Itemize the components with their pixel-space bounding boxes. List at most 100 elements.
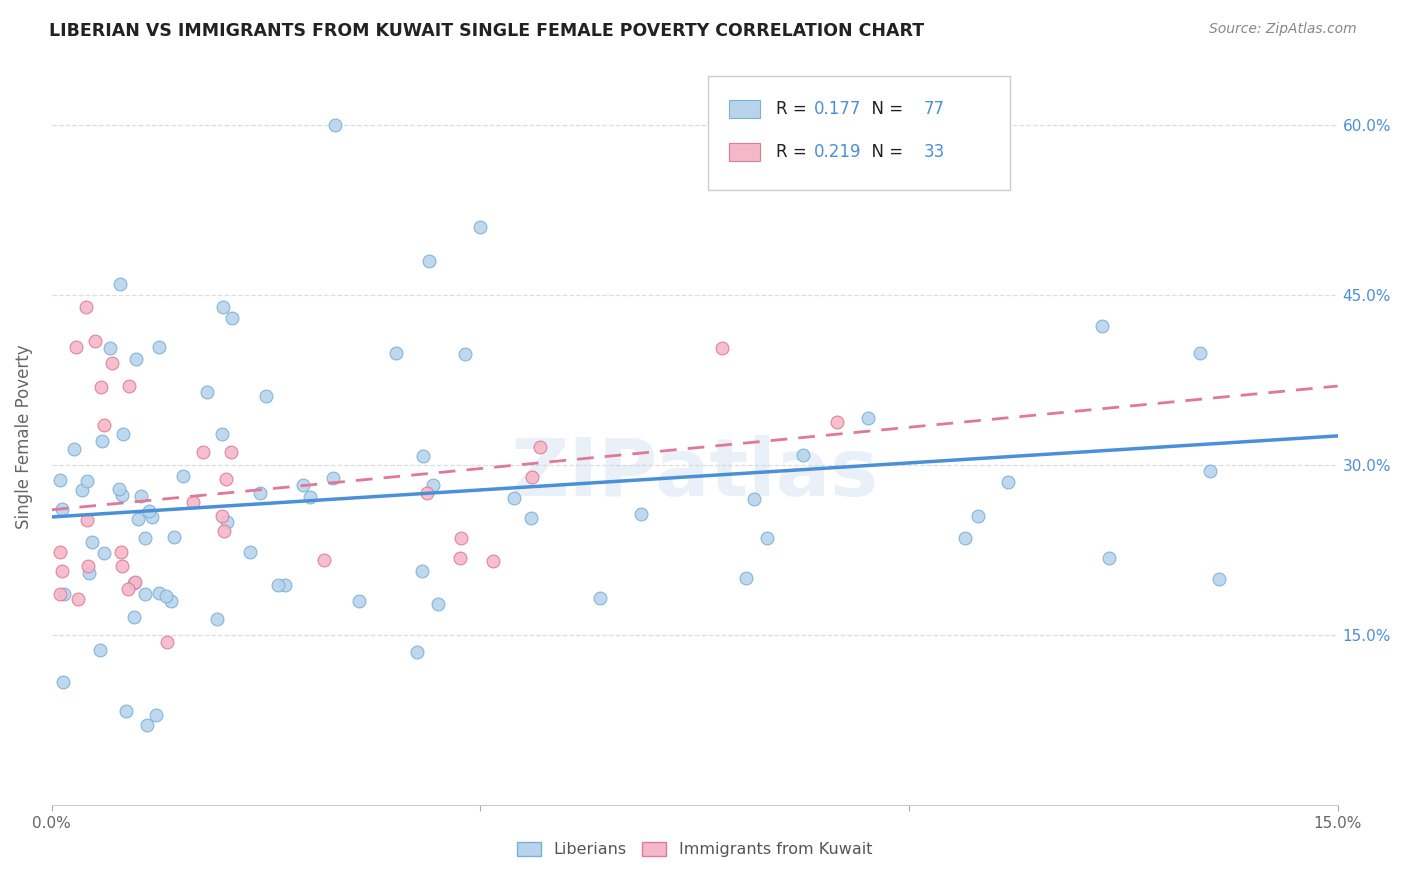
FancyBboxPatch shape	[730, 143, 761, 161]
Point	[422, 477, 444, 491]
Point	[249, 486, 271, 500]
Point	[323, 118, 346, 132]
Point	[148, 586, 170, 600]
Point	[427, 597, 450, 611]
Point	[254, 389, 277, 403]
Point	[211, 426, 233, 441]
Text: 77: 77	[924, 100, 945, 118]
Point	[93, 546, 115, 560]
Point	[118, 379, 141, 393]
Point	[630, 507, 652, 521]
Text: R =: R =	[776, 143, 811, 161]
Point	[110, 545, 132, 559]
Point	[62, 442, 84, 457]
Point	[520, 470, 543, 484]
Point	[1208, 572, 1230, 586]
Point	[138, 504, 160, 518]
Point	[205, 611, 228, 625]
Point	[529, 440, 551, 454]
Text: 0.219: 0.219	[814, 143, 862, 161]
Point	[160, 593, 183, 607]
Point	[191, 445, 214, 459]
Point	[127, 512, 149, 526]
Point	[418, 254, 440, 268]
Point	[710, 342, 733, 356]
Point	[52, 674, 75, 689]
Text: 0.177: 0.177	[814, 100, 862, 118]
Point	[1189, 345, 1212, 359]
Point	[72, 483, 94, 498]
Point	[997, 475, 1019, 489]
Point	[239, 545, 262, 559]
Point	[406, 645, 429, 659]
Point	[1091, 318, 1114, 333]
Point	[211, 508, 233, 523]
Point	[449, 551, 471, 566]
Point	[51, 502, 73, 516]
Point	[217, 516, 239, 530]
Point	[134, 587, 156, 601]
Point	[124, 609, 146, 624]
Point	[1199, 464, 1222, 478]
Point	[76, 513, 98, 527]
Point	[292, 478, 315, 492]
Point	[125, 352, 148, 367]
Point	[450, 531, 472, 545]
Point	[89, 642, 111, 657]
Point	[145, 708, 167, 723]
Point	[110, 277, 132, 291]
Point	[100, 356, 122, 370]
Point	[83, 334, 105, 348]
Point	[76, 475, 98, 489]
Text: R =: R =	[776, 100, 811, 118]
Point	[66, 592, 89, 607]
Point	[744, 491, 766, 506]
Point	[589, 591, 612, 606]
Point	[135, 718, 157, 732]
Point	[195, 385, 218, 400]
Point	[155, 635, 177, 649]
FancyBboxPatch shape	[730, 100, 761, 118]
Point	[98, 341, 121, 355]
Text: LIBERIAN VS IMMIGRANTS FROM KUWAIT SINGLE FEMALE POVERTY CORRELATION CHART: LIBERIAN VS IMMIGRANTS FROM KUWAIT SINGL…	[49, 22, 924, 40]
Point	[114, 704, 136, 718]
Point	[148, 340, 170, 354]
Point	[49, 473, 72, 487]
Point	[470, 220, 492, 235]
Point	[274, 578, 297, 592]
Point	[77, 566, 100, 581]
Point	[75, 300, 97, 314]
Point	[89, 380, 111, 394]
Point	[49, 587, 72, 601]
Point	[108, 483, 131, 497]
Point	[385, 345, 408, 359]
Point	[322, 470, 344, 484]
Point	[181, 495, 204, 509]
Point	[955, 532, 977, 546]
Point	[111, 488, 134, 502]
Point	[756, 531, 779, 545]
Point	[134, 531, 156, 545]
Text: Source: ZipAtlas.com: Source: ZipAtlas.com	[1209, 22, 1357, 37]
Point	[299, 490, 322, 504]
Point	[482, 554, 505, 568]
Point	[416, 485, 439, 500]
Text: ZIPatlas: ZIPatlas	[510, 434, 879, 513]
Text: N =: N =	[860, 100, 908, 118]
Point	[129, 489, 152, 503]
Point	[266, 578, 288, 592]
Point	[734, 571, 756, 585]
Point	[967, 509, 990, 524]
Point	[221, 445, 243, 459]
Point	[347, 593, 370, 607]
Point	[49, 545, 72, 559]
Point	[82, 535, 104, 549]
Point	[519, 511, 541, 525]
Point	[93, 418, 115, 433]
Point	[412, 450, 434, 464]
Point	[155, 589, 177, 603]
Point	[856, 411, 879, 425]
Point	[111, 558, 134, 573]
Text: N =: N =	[860, 143, 908, 161]
Point	[215, 472, 238, 486]
